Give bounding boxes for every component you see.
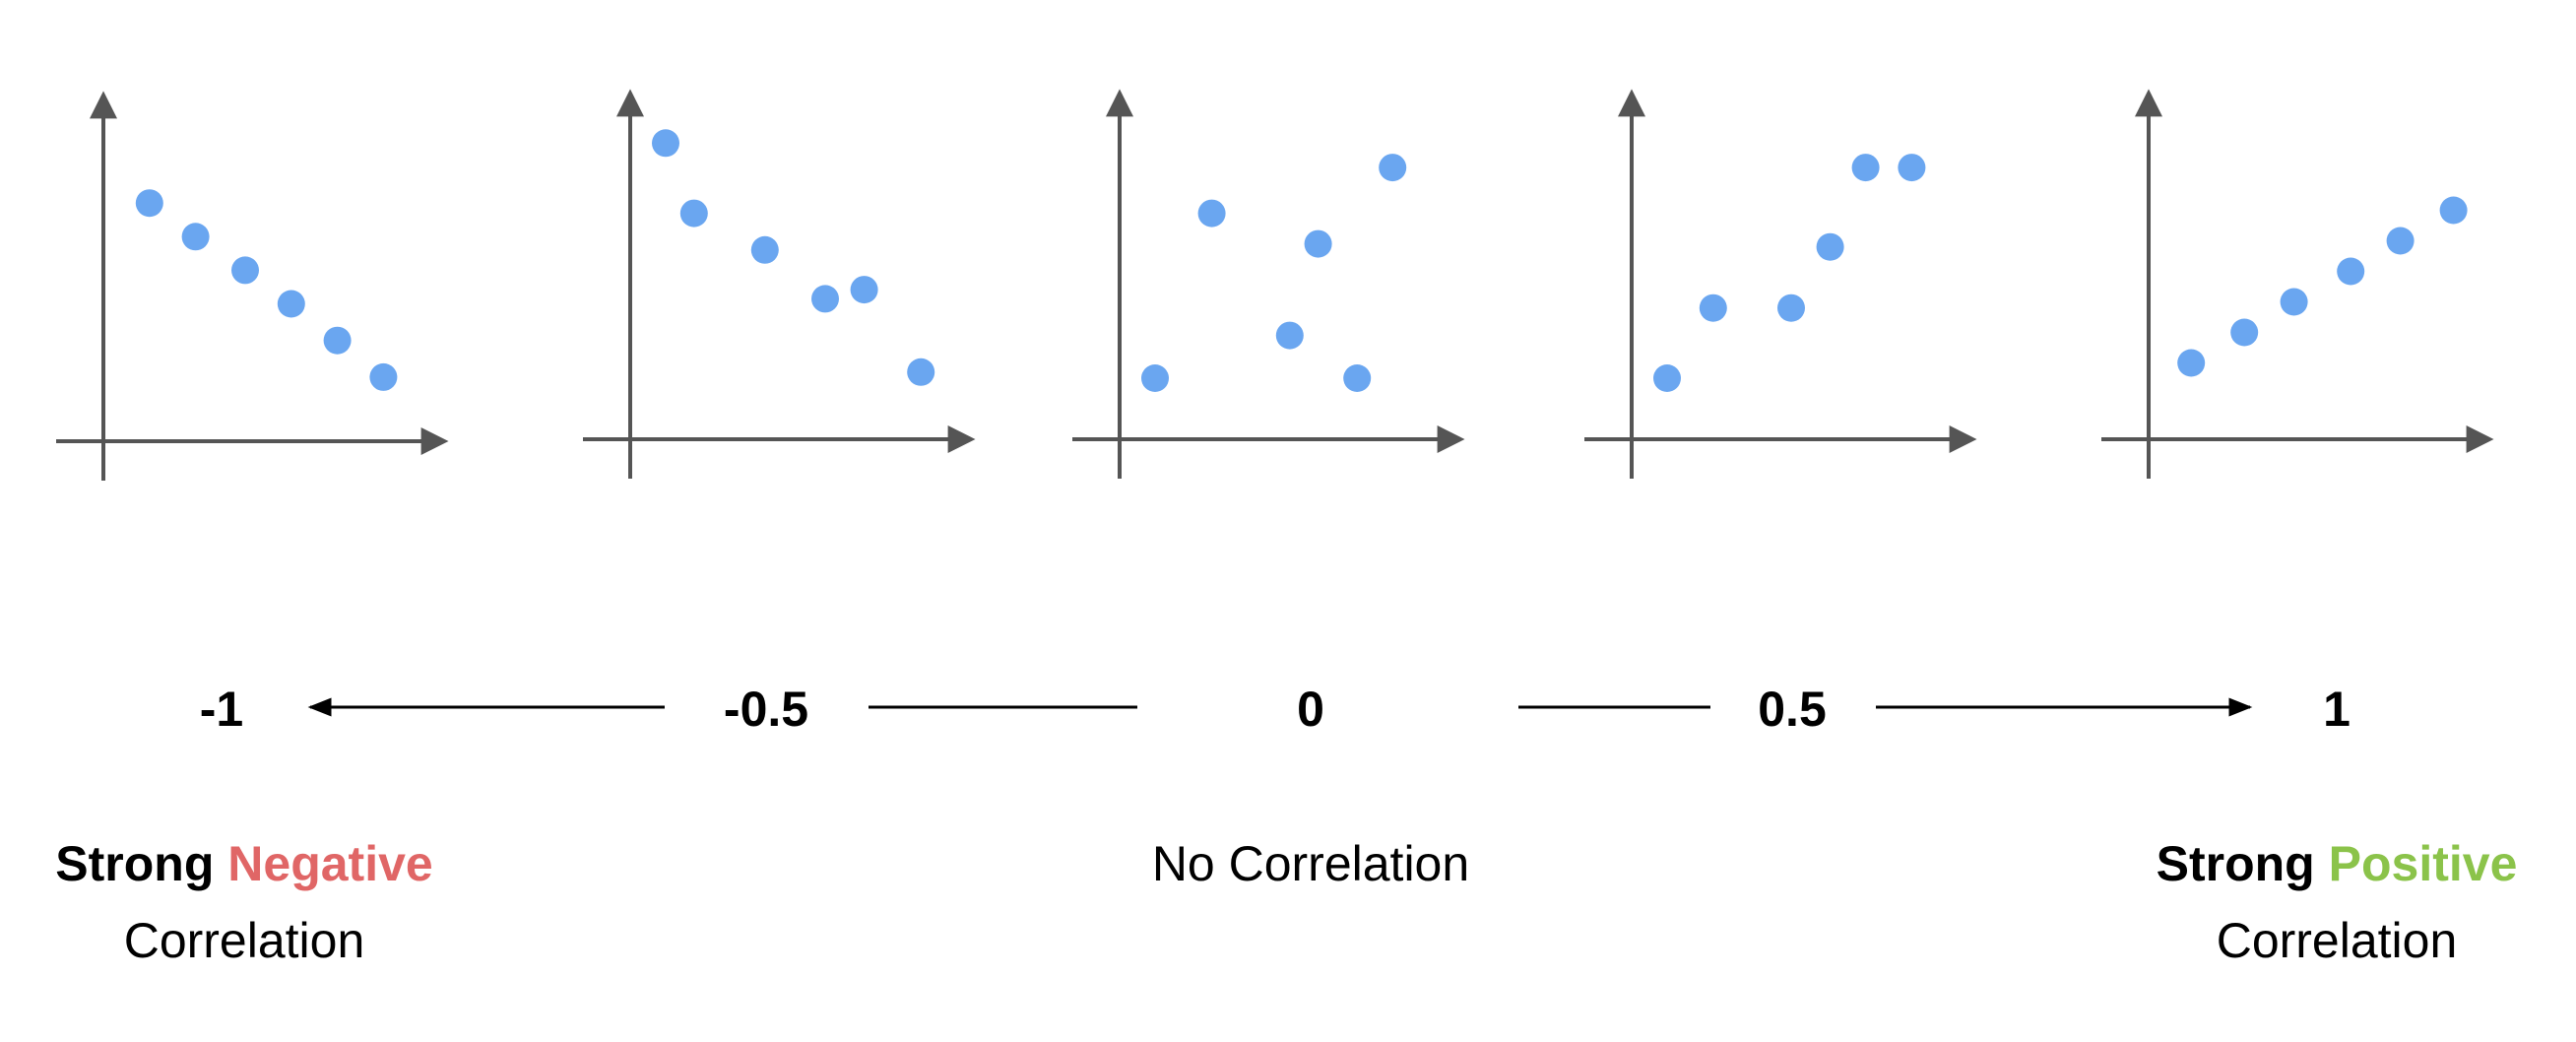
- data-point: [652, 129, 679, 158]
- caption-negative-word: Negative: [227, 836, 433, 891]
- data-point: [2230, 318, 2259, 347]
- caption-strong-positive: Strong Positive Correlation: [2157, 825, 2518, 979]
- data-point: [2439, 196, 2468, 225]
- data-point: [2280, 288, 2308, 316]
- caption-correlation-word: Correlation: [2216, 913, 2458, 968]
- scale-label-0-5: 0.5: [1758, 682, 1827, 737]
- data-point: [2386, 227, 2415, 255]
- data-point: [1816, 232, 1844, 261]
- caption-correlation-word: Correlation: [123, 913, 365, 968]
- data-point: [679, 199, 708, 228]
- data-point: [1653, 364, 1681, 392]
- scatter-plots: [56, 89, 2494, 481]
- data-point: [1275, 321, 1304, 350]
- scale-label-1: 1: [2323, 682, 2351, 737]
- caption-strong-word: Strong: [55, 836, 215, 891]
- data-point: [1898, 154, 1926, 182]
- data-point: [1777, 293, 1805, 322]
- scatter-plot: [56, 91, 449, 481]
- data-point: [907, 358, 935, 386]
- scale-label-0: 0: [1297, 682, 1324, 737]
- data-point: [1197, 199, 1226, 228]
- caption-positive-word: Positive: [2328, 836, 2518, 891]
- data-point: [1379, 154, 1407, 182]
- scatter-plot: [2101, 89, 2494, 479]
- data-point: [135, 189, 163, 218]
- data-point: [231, 256, 259, 285]
- scale-label-neg-1: -1: [199, 682, 244, 737]
- data-point: [811, 285, 839, 313]
- data-point: [1699, 293, 1727, 322]
- data-point: [2177, 349, 2206, 377]
- scatter-plot: [1584, 89, 1977, 479]
- data-point: [1343, 364, 1372, 392]
- data-point: [181, 223, 210, 251]
- caption-no-correlation: No Correlation: [1152, 825, 1469, 902]
- data-point: [850, 276, 878, 304]
- scatter-plot: [1072, 89, 1465, 479]
- data-point: [1851, 154, 1880, 182]
- scale-label-neg-0-5: -0.5: [723, 682, 809, 737]
- caption-strong-negative: Strong Negative Correlation: [55, 825, 432, 979]
- data-point: [750, 235, 779, 264]
- data-point: [1304, 229, 1332, 258]
- caption-strong-word: Strong: [2156, 836, 2315, 891]
- caption-no-correlation-text: No Correlation: [1151, 836, 1470, 891]
- data-point: [323, 326, 352, 355]
- data-point: [1141, 364, 1169, 392]
- data-point: [2337, 257, 2365, 286]
- data-point: [277, 290, 305, 318]
- scatter-plot: [583, 89, 976, 479]
- data-point: [369, 362, 398, 391]
